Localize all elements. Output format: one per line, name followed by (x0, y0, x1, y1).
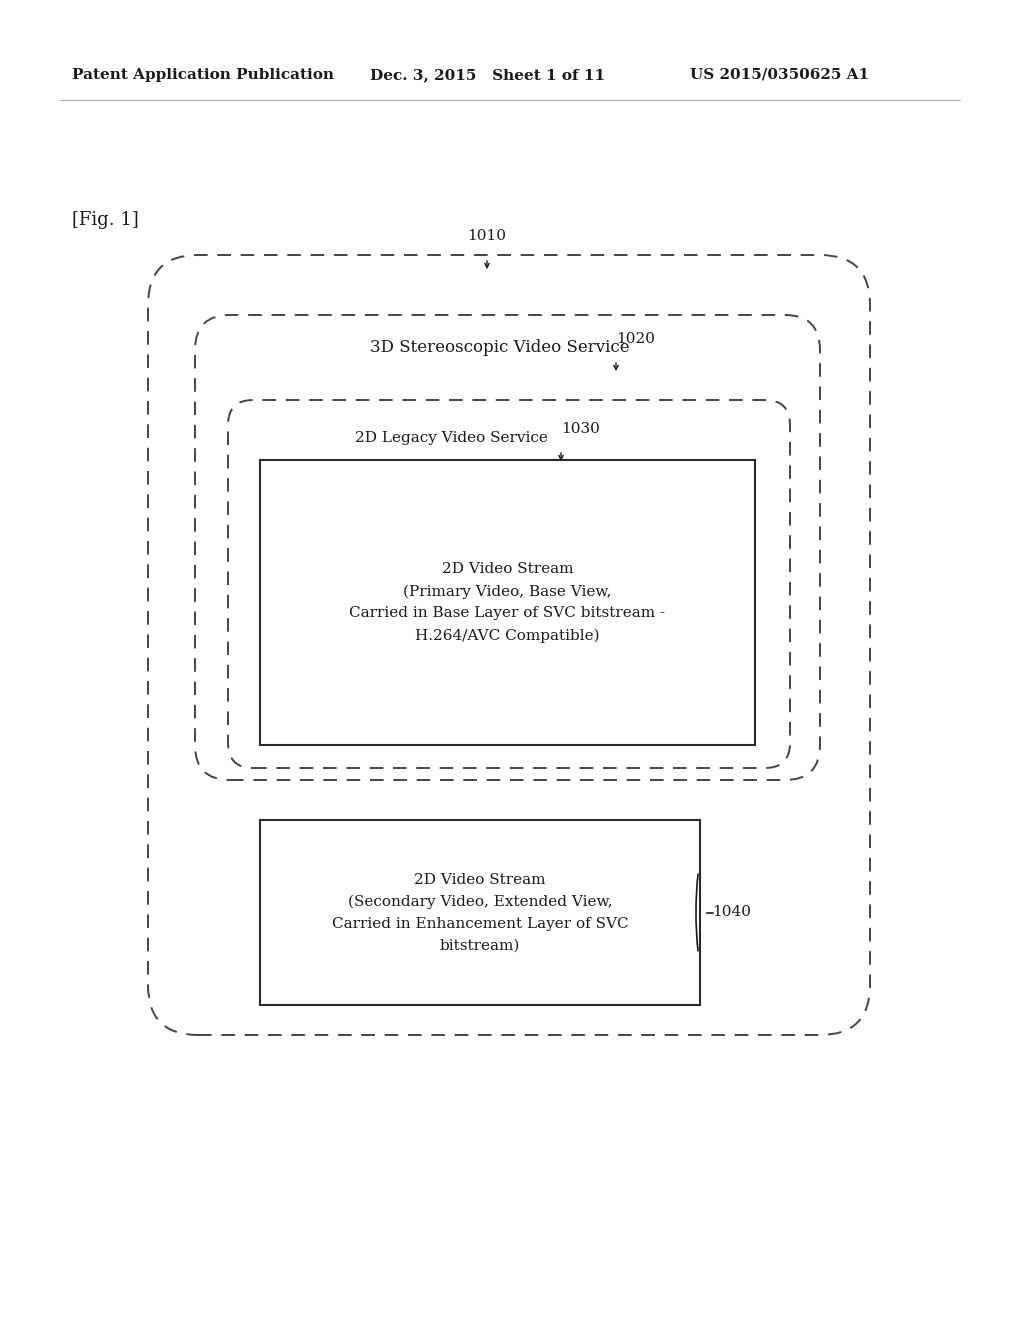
Text: 1010: 1010 (468, 228, 507, 243)
Text: 2D Video Stream
(Primary Video, Base View,
Carried in Base Layer of SVC bitstrea: 2D Video Stream (Primary Video, Base Vie… (349, 562, 666, 643)
Text: Dec. 3, 2015   Sheet 1 of 11: Dec. 3, 2015 Sheet 1 of 11 (370, 69, 605, 82)
Text: 2D Legacy Video Service: 2D Legacy Video Service (355, 432, 548, 445)
Text: [Fig. 1]: [Fig. 1] (72, 211, 138, 228)
Text: Patent Application Publication: Patent Application Publication (72, 69, 334, 82)
Text: 1020: 1020 (616, 333, 655, 346)
Text: 3D Stereoscopic Video Service: 3D Stereoscopic Video Service (370, 339, 630, 356)
Text: US 2015/0350625 A1: US 2015/0350625 A1 (690, 69, 869, 82)
Text: 2D Video Stream
(Secondary Video, Extended View,
Carried in Enhancement Layer of: 2D Video Stream (Secondary Video, Extend… (332, 873, 629, 953)
Text: 1030: 1030 (561, 422, 600, 436)
Text: 1040: 1040 (712, 906, 751, 919)
